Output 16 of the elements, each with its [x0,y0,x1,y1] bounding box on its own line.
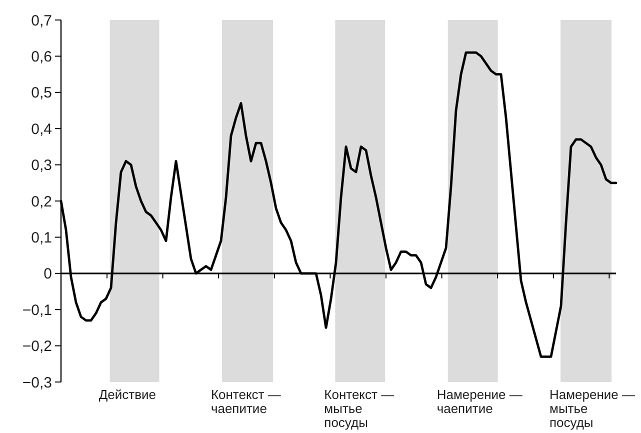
y-tick-label: −0,3 [22,374,52,392]
y-tick-label: 0,3 [31,157,52,174]
text: Намерение — чаепитие [436,387,522,416]
y-tick-label: −0,1 [22,302,52,319]
text: Намерение — мытье посуды [550,387,636,430]
y-tick-label: 0,5 [31,84,52,102]
y-tick-label: 0,6 [31,48,52,66]
y-tick-label: 0 [44,266,52,283]
text: Контекст — чаепитие [210,387,281,416]
y-tick-label: 0,2 [31,193,52,210]
text: Контекст — мытье посуды [324,387,394,430]
text: Действие [98,387,156,402]
y-tick-label: −0,2 [22,338,52,356]
y-tick-label: 0,4 [31,120,52,138]
y-tick-label: 0,1 [31,229,52,246]
y-tick-label: 0,7 [31,12,52,30]
